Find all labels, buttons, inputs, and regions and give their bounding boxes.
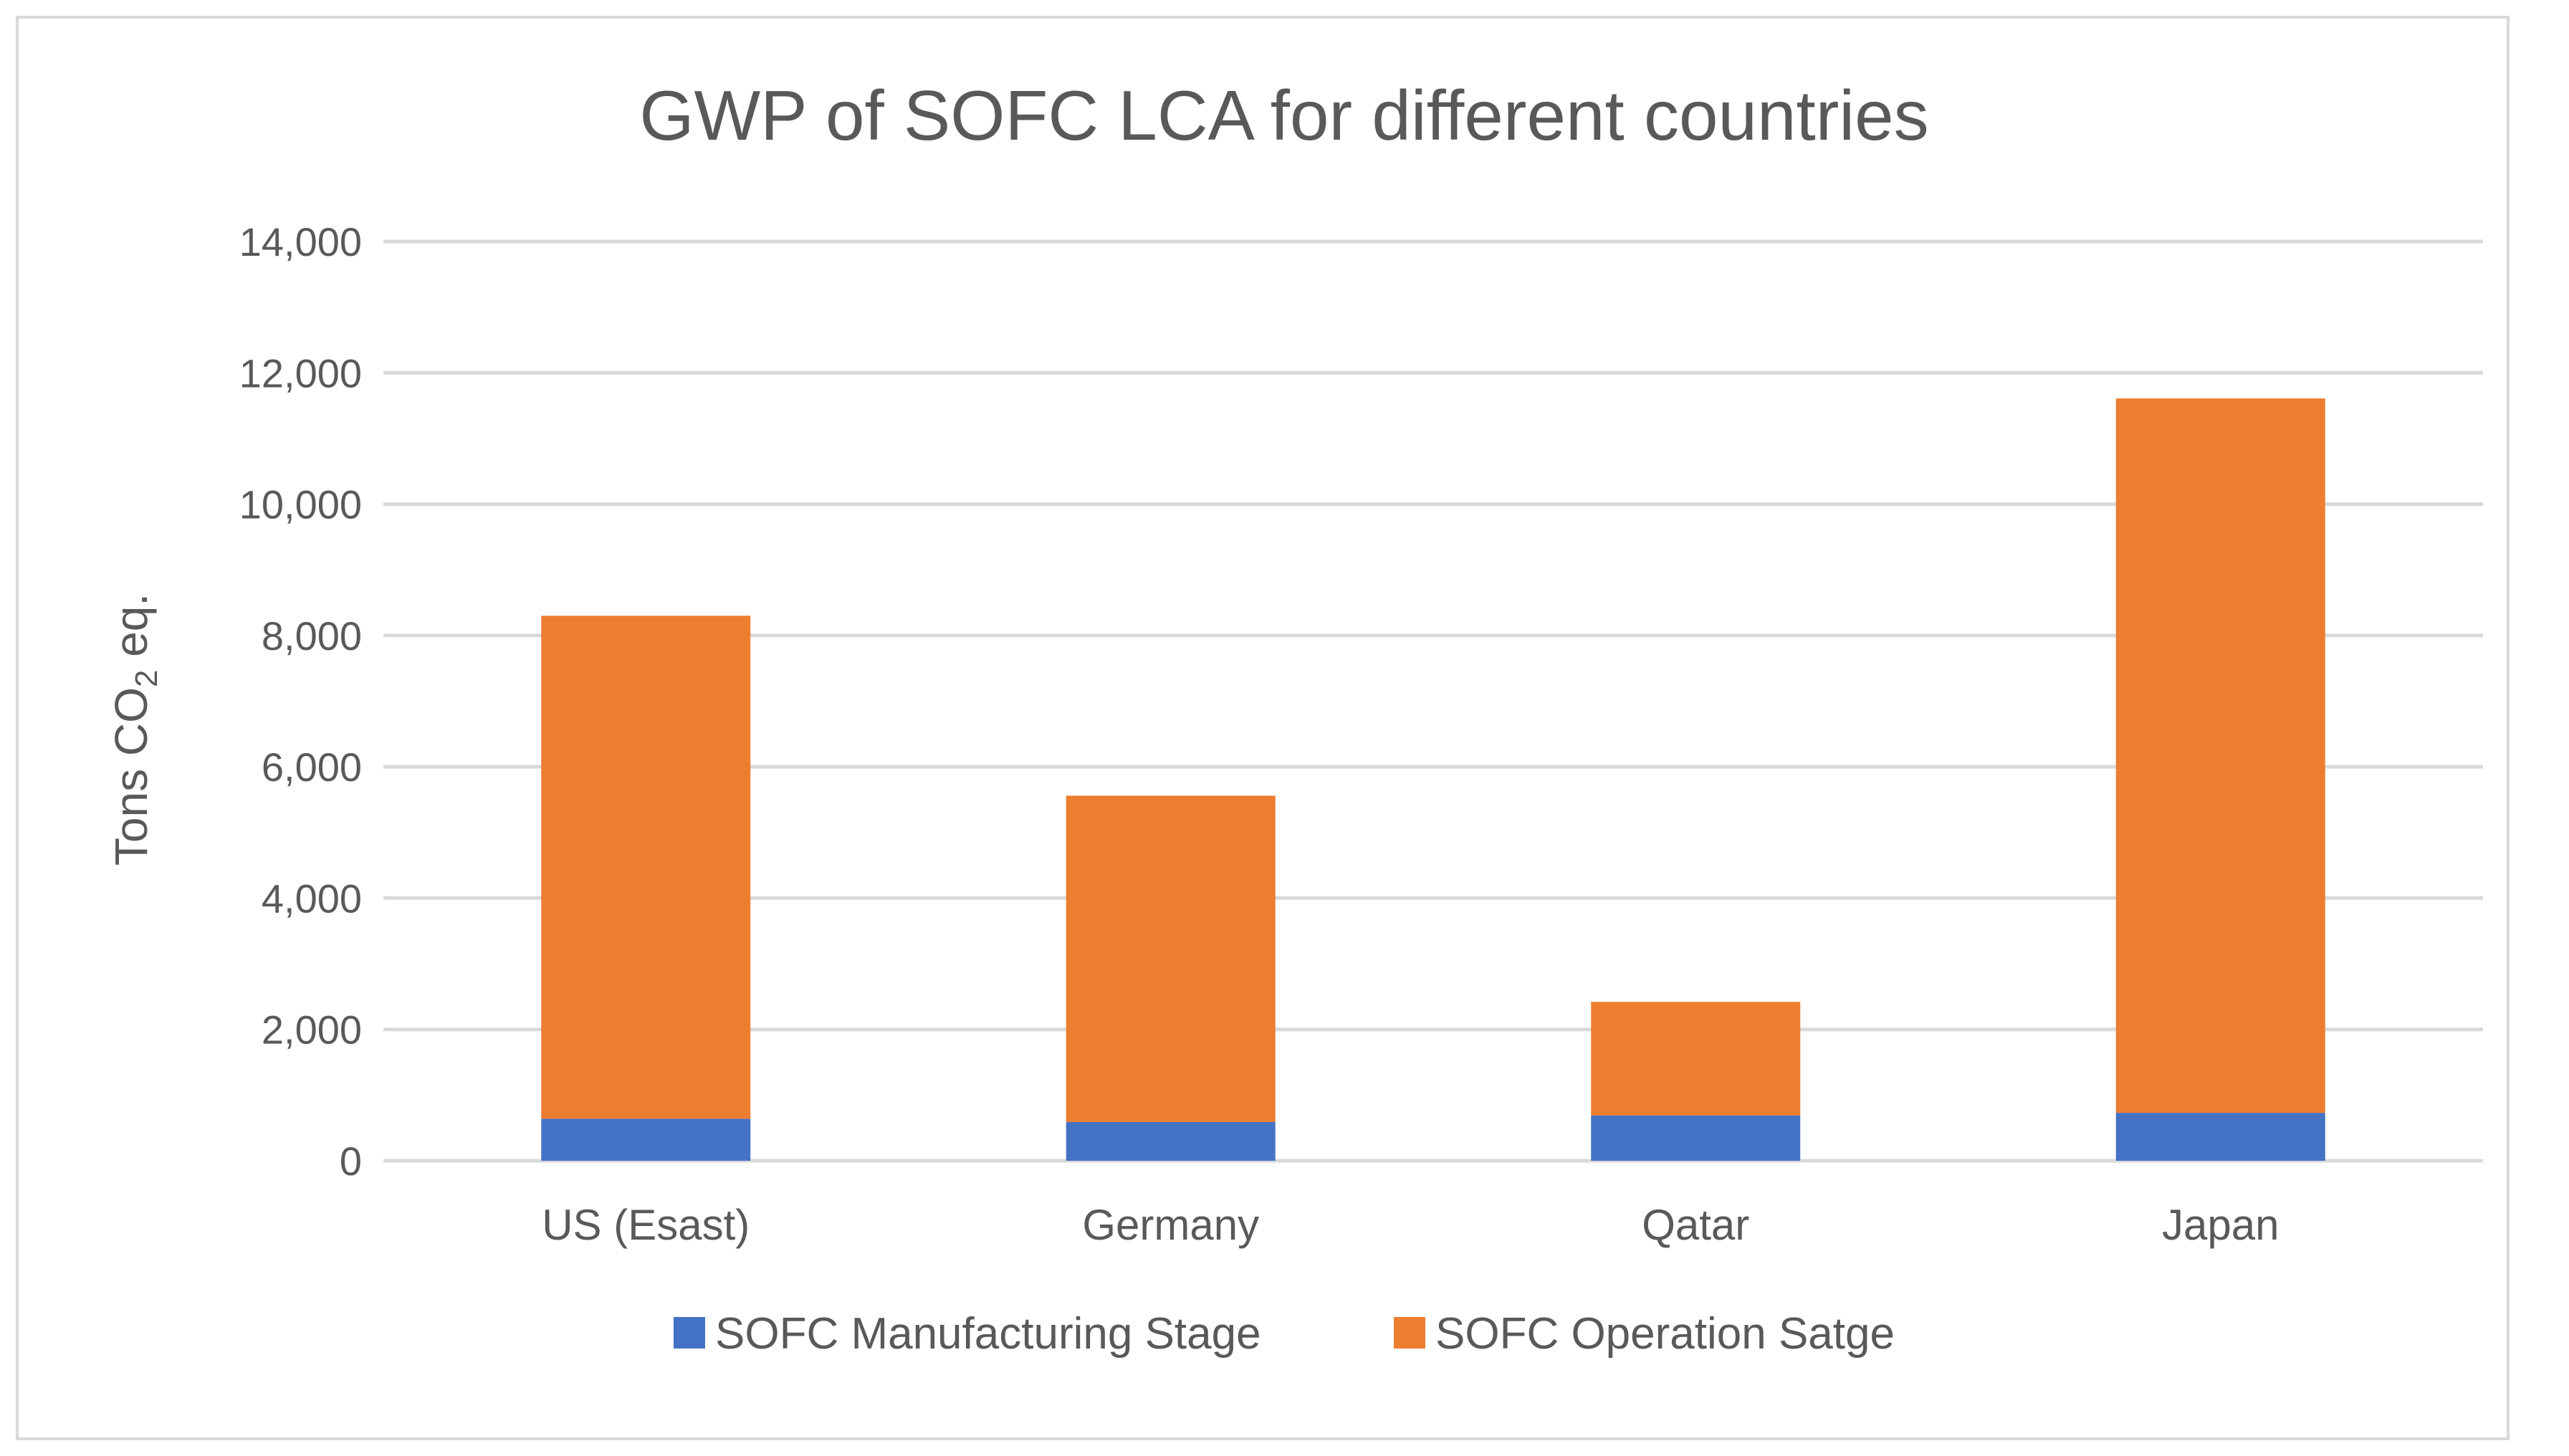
y-tick-label: 14,000 bbox=[239, 219, 362, 264]
bars bbox=[541, 398, 2325, 1161]
bar-segment bbox=[1066, 1121, 1276, 1161]
bar-segment bbox=[1591, 1002, 1801, 1116]
y-axis-ticks: 0 2,000 4,000 6,000 8,000 10,000 12,000 14,000 bbox=[239, 219, 362, 1184]
y-tick-label: 2,000 bbox=[262, 1007, 362, 1053]
legend: SOFC Manufacturing Stage SOFC Operation S… bbox=[674, 1309, 1895, 1359]
bar-segment bbox=[1591, 1115, 1801, 1161]
legend-label: SOFC Operation Satge bbox=[1435, 1309, 1895, 1359]
bar-segment bbox=[1066, 795, 1276, 1122]
y-tick-label: 10,000 bbox=[239, 482, 362, 527]
bar-segment bbox=[541, 1119, 751, 1161]
chart-title: GWP of SOFC LCA for different countries bbox=[639, 76, 1928, 155]
x-tick-label: Germany bbox=[1082, 1201, 1259, 1249]
x-tick-label: US (Esast) bbox=[542, 1201, 750, 1249]
y-tick-label: 8,000 bbox=[262, 613, 362, 658]
legend-swatch bbox=[1394, 1317, 1425, 1349]
y-tick-label: 6,000 bbox=[262, 744, 362, 790]
x-tick-label: Japan bbox=[2162, 1201, 2279, 1249]
x-axis-ticks: US (Esast) Germany Qatar Japan bbox=[542, 1201, 2279, 1249]
chart-frame bbox=[16, 16, 2510, 1440]
bar-segment bbox=[2115, 398, 2325, 1113]
legend-label: SOFC Manufacturing Stage bbox=[715, 1309, 1261, 1359]
bar-segment bbox=[541, 616, 751, 1119]
legend-swatch bbox=[674, 1317, 705, 1349]
bar-segment bbox=[2115, 1113, 2325, 1161]
x-tick-label: Qatar bbox=[1642, 1201, 1749, 1249]
y-axis-label: Tons CO2 eq. bbox=[105, 593, 164, 866]
y-tick-label: 0 bbox=[340, 1139, 362, 1184]
y-tick-label: 4,000 bbox=[262, 876, 362, 921]
y-tick-label: 12,000 bbox=[239, 350, 362, 396]
